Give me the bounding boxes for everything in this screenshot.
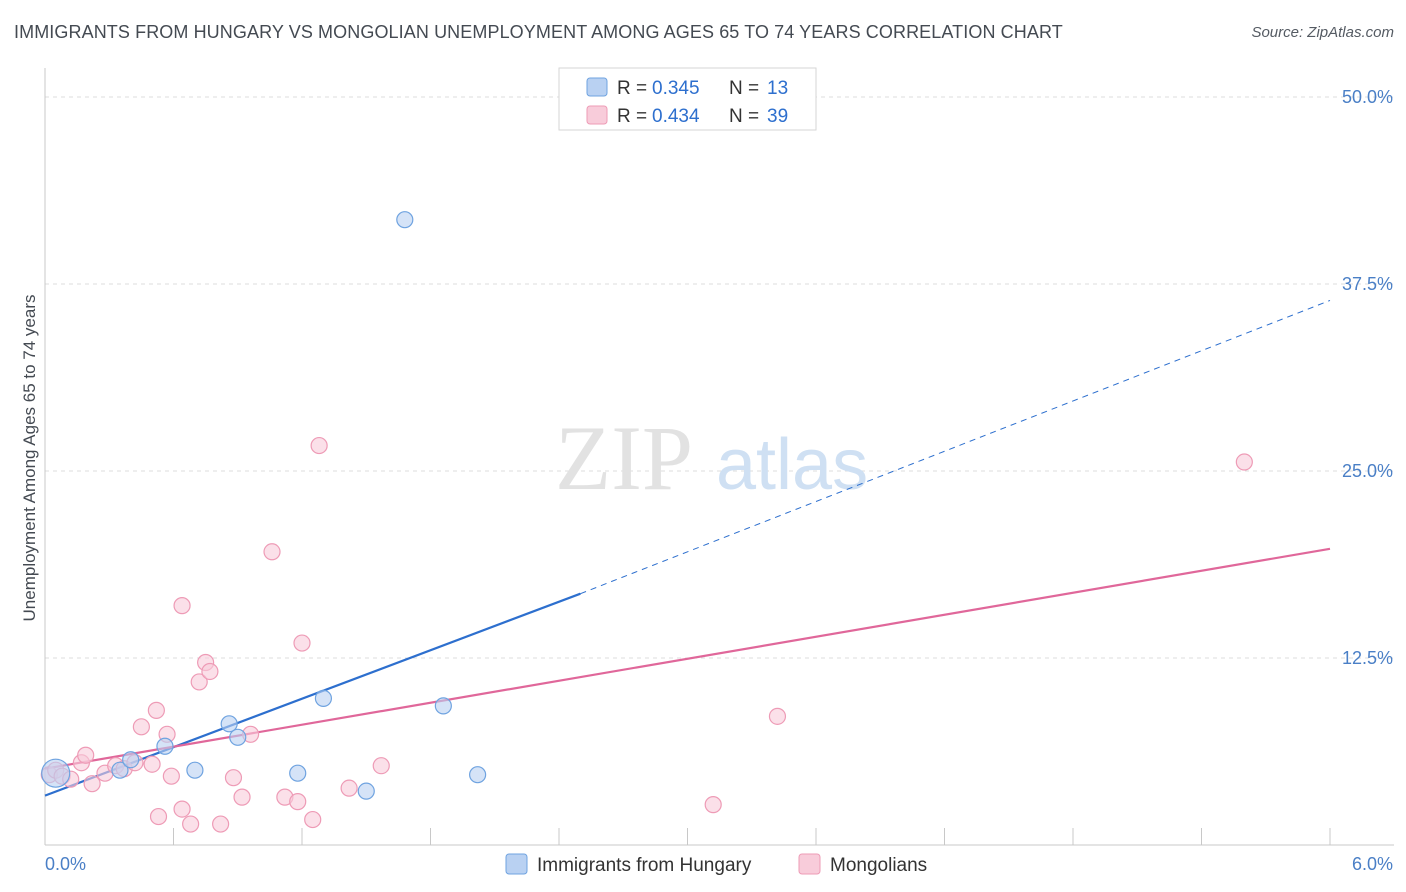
stats-legend-n-label-0: N = (729, 78, 759, 99)
point-1-31 (304, 810, 322, 829)
point-1-18 (173, 800, 191, 818)
point-1-5 (77, 746, 95, 764)
stats-legend: R = 0.345 N = 13 R = 0.434 N = 39 (558, 67, 817, 131)
point-1-16 (162, 767, 180, 785)
point-1-19 (182, 815, 200, 833)
stats-legend-n-label-1: N = (729, 106, 759, 127)
stats-legend-swatch-0 (586, 77, 608, 97)
point-1-27 (263, 543, 281, 561)
watermark-zip: ZIP (555, 407, 693, 509)
series-legend-label-1: Mongolians (830, 855, 927, 876)
stats-legend-r-label-0: R = (617, 78, 647, 99)
watermark-atlas: atlas (716, 425, 868, 505)
point-0-12 (469, 766, 487, 784)
axes (44, 68, 1394, 846)
point-1-23 (212, 815, 230, 833)
source-label: Source: ZipAtlas.com (1251, 24, 1394, 41)
point-0-4 (186, 761, 204, 779)
point-1-12 (143, 755, 161, 773)
point-0-0 (41, 758, 71, 788)
grid-lines (45, 96, 1394, 659)
chart-title: IMMIGRANTS FROM HUNGARY VS MONGOLIAN UNE… (14, 22, 1063, 42)
series-legend-swatch-1 (798, 853, 821, 875)
stats-legend-r-value-1: 0.434 (652, 106, 700, 127)
y-tick-label-3: 50.0% (1342, 87, 1393, 107)
y-tick-label-2: 37.5% (1342, 274, 1393, 294)
point-1-24 (224, 769, 243, 787)
stats-legend-n-value-1: 39 (767, 106, 788, 127)
y-axis-title-group: Unemployment Among Ages 65 to 74 years (20, 295, 39, 622)
point-1-22 (201, 662, 219, 681)
x-tick-label-0: 0.0% (45, 854, 86, 874)
point-0-2 (122, 751, 140, 769)
stats-legend-n-value-0: 13 (767, 78, 788, 99)
point-1-33 (340, 779, 358, 797)
stats-legend-r-label-1: R = (617, 106, 647, 127)
point-0-11 (434, 697, 452, 715)
stats-legend-swatch-1 (586, 105, 608, 125)
data-points (40, 211, 1253, 833)
point-1-25 (233, 788, 251, 806)
point-0-6 (229, 728, 247, 746)
point-1-36 (768, 707, 787, 725)
point-0-8 (314, 689, 333, 707)
point-0-5 (220, 715, 238, 733)
point-1-20 (190, 673, 208, 691)
point-0-3 (156, 737, 174, 755)
trend-line-1 (44, 547, 1331, 770)
point-1-11 (132, 718, 150, 736)
point-1-14 (149, 807, 168, 826)
series-legend-label-0: Immigrants from Hungary (537, 855, 752, 876)
y-tick-label-1: 25.0% (1342, 461, 1393, 481)
x-tick-label-1: 6.0% (1352, 854, 1393, 874)
point-1-29 (289, 793, 307, 811)
point-1-37 (1235, 453, 1253, 471)
point-1-35 (704, 796, 722, 814)
trend-lines (44, 299, 1331, 797)
stats-legend-r-value-0: 0.345 (652, 78, 700, 99)
series-legend: Immigrants from Hungary Mongolians (505, 853, 927, 876)
point-1-34 (372, 757, 390, 775)
point-0-1 (111, 761, 129, 779)
point-1-32 (310, 436, 328, 455)
point-1-17 (173, 597, 191, 615)
y-axis-title: Unemployment Among Ages 65 to 74 years (20, 295, 39, 622)
tick-labels: 12.5% 25.0% 37.5% 50.0% 0.0% 6.0% (45, 87, 1393, 874)
point-1-6 (83, 775, 101, 793)
point-0-7 (289, 764, 307, 782)
point-0-9 (357, 782, 375, 800)
series-legend-swatch-0 (505, 853, 528, 875)
y-tick-label-0: 12.5% (1342, 648, 1393, 668)
watermark: ZIP atlas (555, 407, 868, 509)
point-1-30 (293, 634, 311, 652)
trend-line-dashed-0 (580, 299, 1331, 595)
point-0-10 (396, 211, 414, 229)
point-1-13 (147, 701, 165, 719)
